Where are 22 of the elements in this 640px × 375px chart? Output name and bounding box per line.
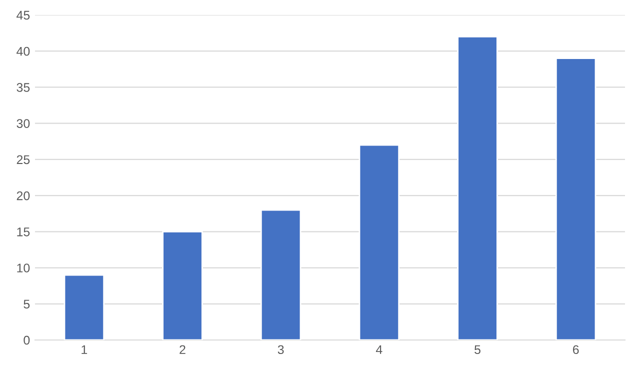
x-tick-label: 5 xyxy=(474,345,480,354)
y-tick-label: 45 xyxy=(16,10,30,20)
x-tick-label: 4 xyxy=(376,345,382,354)
bar xyxy=(64,274,105,340)
bar xyxy=(555,58,596,340)
y-tick-label: 35 xyxy=(16,83,30,92)
y-tick-label: 10 xyxy=(17,264,30,272)
x-tick-label: 2 xyxy=(180,345,186,354)
bar xyxy=(457,36,498,340)
x-tick-label: 6 xyxy=(572,345,579,354)
y-tick-label: 15 xyxy=(17,228,30,236)
x-tick-label: 1 xyxy=(82,345,88,354)
y-tick-label: 5 xyxy=(24,300,30,309)
bar xyxy=(162,230,203,340)
bar xyxy=(358,144,400,340)
y-tick-label: 0 xyxy=(24,336,30,345)
x-tick-label: 3 xyxy=(278,345,284,354)
y-tick-label: 30 xyxy=(16,119,30,128)
y-tick-label: 20 xyxy=(16,191,30,200)
y-tick-label: 25 xyxy=(16,155,30,164)
bar xyxy=(260,209,302,340)
y-tick-label: 40 xyxy=(16,46,30,56)
